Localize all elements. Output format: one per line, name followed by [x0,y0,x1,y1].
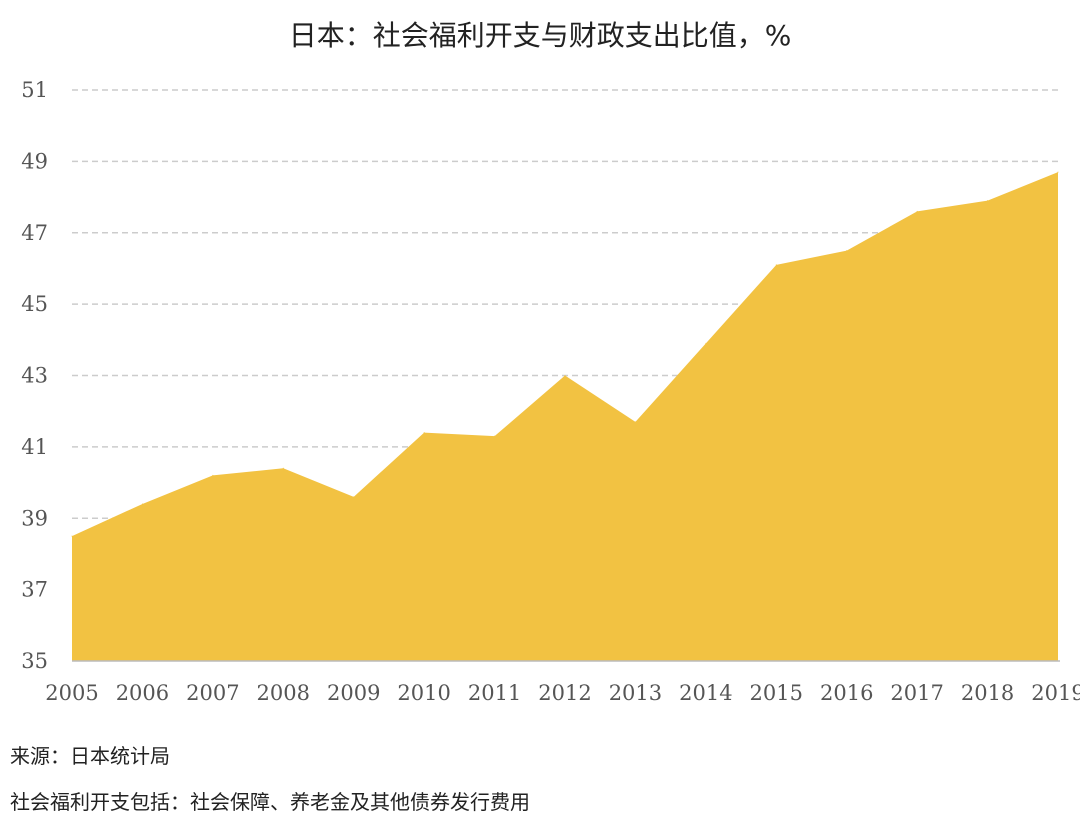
y-tick-label: 43 [21,364,48,388]
data-point [564,375,566,376]
data-point [423,432,425,434]
x-tick-label: 2017 [890,681,943,705]
x-tick-label: 2007 [186,681,239,705]
x-tick-label: 2012 [538,681,591,705]
data-point [494,435,496,437]
x-tick-label: 2014 [679,681,732,705]
definition-footnote: 社会福利开支包括：社会保障、养老金及其他债券发行费用 [10,790,530,814]
chart-title: 日本：社会福利开支与财政支出比值，% [288,19,792,52]
y-tick-label: 47 [21,221,48,245]
x-tick-label: 2018 [961,681,1014,705]
x-tick-label: 2016 [820,681,873,705]
data-point [916,210,918,212]
y-tick-label: 35 [21,649,48,673]
x-tick-label: 2013 [609,681,662,705]
data-point [705,342,707,344]
data-point [141,503,143,505]
x-tick-label: 2010 [397,681,450,705]
data-point [1057,171,1059,173]
area-series [72,172,1058,662]
y-tick-label: 39 [21,506,48,530]
y-tick-label: 51 [21,78,48,102]
data-point [353,496,355,498]
data-point [71,535,73,537]
data-point [282,467,284,469]
y-tick-label: 41 [21,435,48,459]
data-point [634,421,636,423]
x-tick-label: 2006 [116,681,169,705]
data-point [775,264,777,266]
x-tick-label: 2019 [1031,681,1080,705]
x-tick-label: 2005 [45,681,98,705]
y-tick-label: 45 [21,292,48,316]
x-tick-label: 2015 [750,681,803,705]
data-point [987,200,989,202]
x-tick-label: 2011 [468,681,521,705]
data-point [212,474,214,476]
x-tick-label: 2009 [327,681,380,705]
data-point [846,250,848,252]
source-note: 来源：日本统计局 [10,744,170,768]
y-tick-label: 37 [21,578,48,602]
x-tick-label: 2008 [257,681,310,705]
y-tick-label: 49 [21,149,48,173]
